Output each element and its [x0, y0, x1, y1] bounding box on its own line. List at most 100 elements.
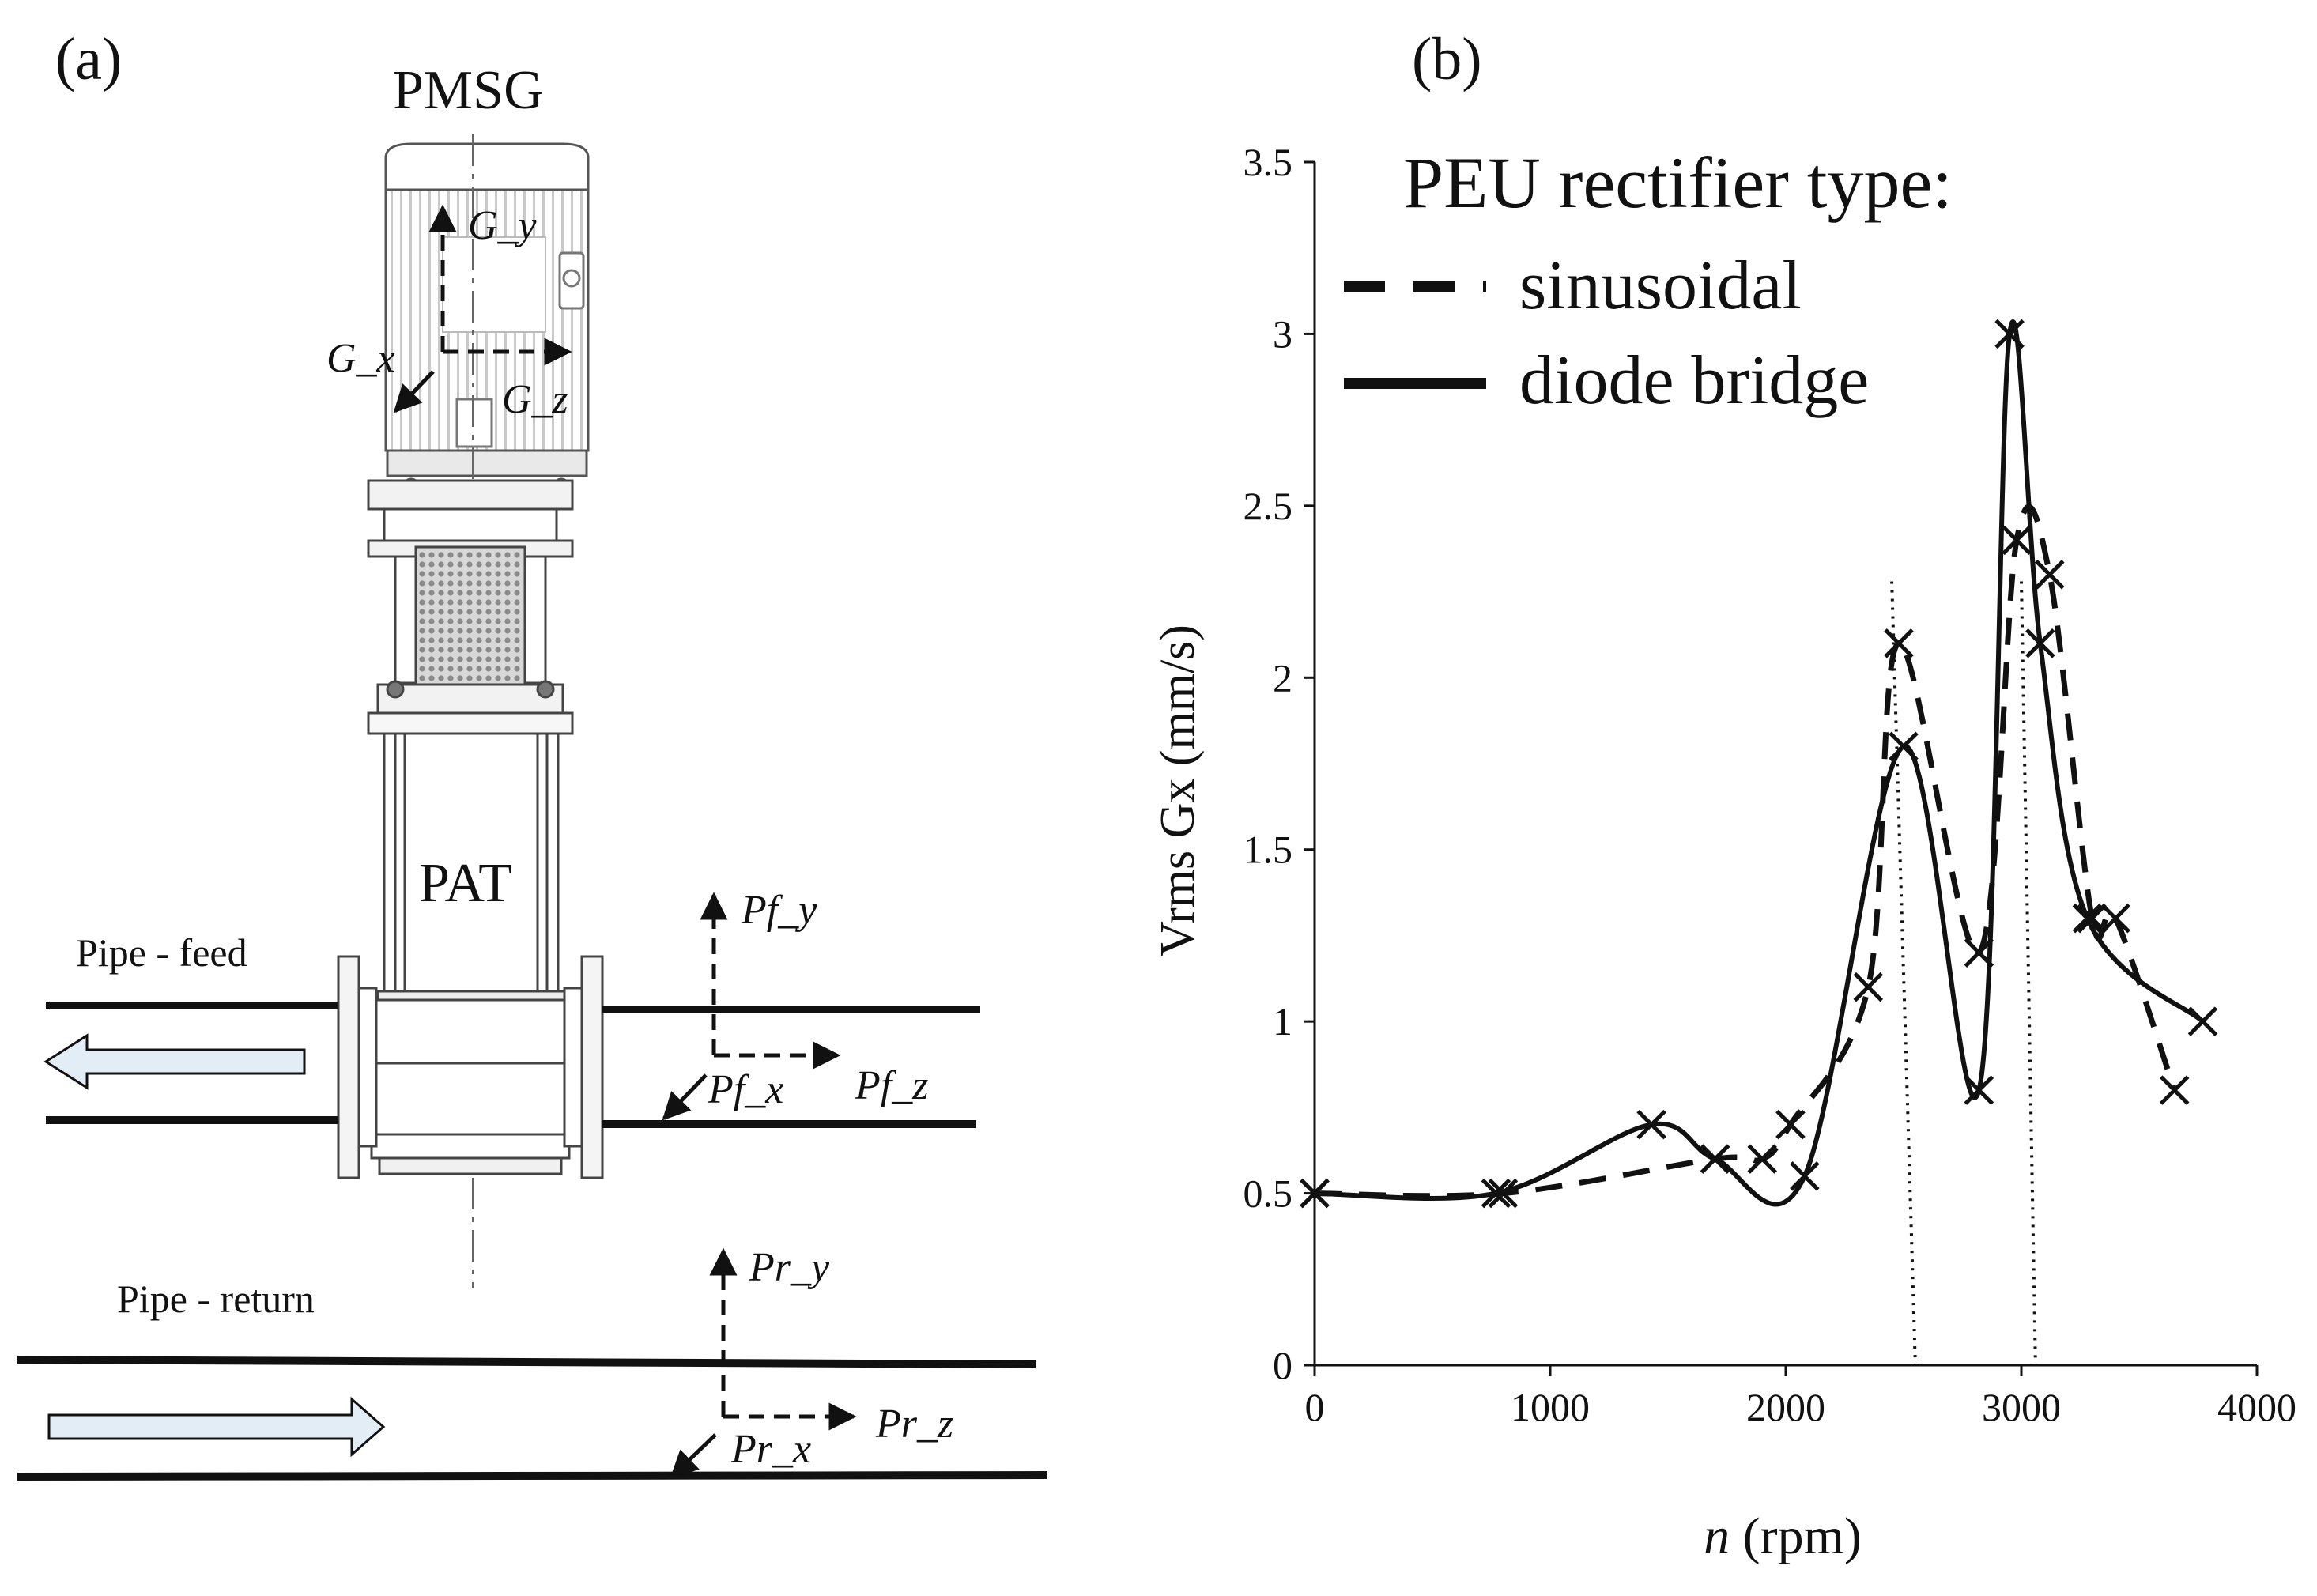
data-point-diode-bridge [1300, 1178, 1330, 1209]
legend: PEU rectifier type: sinusoidal diode bri… [1344, 142, 1953, 419]
data-point-diode-bridge [1790, 1161, 1820, 1191]
y-tick-label: 0 [1273, 1343, 1292, 1387]
y-tick-label: 3.5 [1243, 140, 1293, 184]
x-axis-label-variable: n [1704, 1507, 1730, 1565]
data-point-diode-bridge [2025, 628, 2055, 658]
y-ticks: 0 0.5 1 1.5 2 2.5 3 3.5 [1243, 140, 1315, 1387]
return-pipe-axes [670, 1247, 857, 1479]
y-tick-label: 1.5 [1243, 828, 1293, 872]
data-point-diode-bridge [1700, 1144, 1730, 1174]
y-axis-label: Vrms Gx (mm/s) [1151, 624, 1205, 956]
marker-stroke [1994, 319, 2025, 349]
marker-stroke [1747, 1144, 1777, 1174]
data-point-sinusoidal [2034, 560, 2065, 590]
generator-body [384, 142, 590, 495]
coupling-housing [367, 479, 574, 735]
feed-pipe-axes [662, 892, 841, 1121]
x-axis-label-unit: (rpm) [1730, 1507, 1862, 1565]
legend-label-diode-bridge: diode bridge [1519, 342, 1869, 419]
y-tick-label: 2.5 [1243, 484, 1293, 528]
data-point-diode-bridge [1994, 319, 2025, 349]
g-y-label: G_y [468, 203, 538, 248]
pf-x-label: Pf_x [708, 1067, 783, 1112]
reference-line [2020, 581, 2037, 1366]
y-tick-label: 2 [1273, 655, 1292, 700]
marker-stroke [2077, 903, 2108, 934]
marker-stroke [1853, 972, 1884, 1002]
reference-lines [1890, 581, 2037, 1366]
data-point-sinusoidal [1853, 972, 1884, 1002]
panel-b-label: (b) [1412, 26, 1482, 92]
data-point-diode-bridge [2187, 1006, 2218, 1036]
x-tick-label: 0 [1305, 1385, 1325, 1429]
marker-stroke [2025, 628, 2055, 658]
series-line-diode-bridge [1314, 319, 2205, 1207]
pump-as-turbine [376, 732, 566, 1004]
data-point-sinusoidal [2002, 525, 2032, 556]
panel-a: (a) PMSG G_y G_x G_z [17, 26, 1048, 1481]
marker-stroke [1790, 1161, 1820, 1191]
data-point-diode-bridge [1481, 1178, 1511, 1209]
marker-stroke [2002, 525, 2032, 556]
legend-label-sinusoidal: sinusoidal [1519, 247, 1802, 324]
marker-stroke [2159, 1075, 2190, 1105]
data-point-diode-bridge [1964, 1075, 1994, 1105]
data-point-sinusoidal [2159, 1075, 2190, 1105]
feed-flow-arrow [43, 1033, 306, 1090]
pipe-return-label: Pipe - return [117, 1277, 315, 1321]
legend-title: PEU rectifier type: [1403, 142, 1953, 223]
generator-label: PMSG [393, 60, 544, 121]
x-tick-label: 1000 [1511, 1385, 1590, 1429]
pr-x-arrow [670, 1433, 717, 1479]
pf-x-arrow [662, 1073, 708, 1121]
data-point-diode-bridge [2072, 903, 2103, 934]
marker-stroke [1889, 731, 1919, 762]
data-point-sinusoidal [1884, 628, 1914, 658]
series-layer [1300, 319, 2218, 1209]
data-point-sinusoidal [1747, 1144, 1777, 1174]
pr-y-label: Pr_y [749, 1245, 830, 1290]
data-point-diode-bridge [1636, 1109, 1666, 1140]
marker-stroke [1700, 1144, 1730, 1174]
x-tick-label: 3000 [1982, 1385, 2061, 1429]
marker-stroke [2187, 1006, 2218, 1036]
feed-pipe [46, 1002, 980, 1128]
marker-stroke [1481, 1178, 1511, 1209]
y-tick-label: 1 [1273, 999, 1292, 1043]
pr-x-label: Pr_x [730, 1427, 811, 1472]
y-tick-label: 3 [1273, 311, 1292, 356]
reference-line [1890, 581, 1917, 1366]
pat-label: PAT [419, 853, 512, 914]
marker-stroke [1884, 628, 1914, 658]
x-tick-label: 4000 [2217, 1385, 2296, 1429]
panel-a-label: (a) [55, 26, 122, 92]
pipe-feed-label: Pipe - feed [76, 930, 247, 975]
g-x-arrow [393, 370, 435, 413]
generator-axes [393, 204, 572, 413]
pf-z-label: Pf_z [855, 1063, 928, 1108]
y-tick-label: 0.5 [1243, 1172, 1293, 1216]
data-point-diode-bridge [1889, 731, 1919, 762]
x-tick-label: 2000 [1746, 1385, 1825, 1429]
marker-stroke [2100, 903, 2130, 934]
return-pipe [17, 1356, 1048, 1481]
series-line-sinusoidal [1314, 504, 2178, 1199]
pr-z-label: Pr_z [875, 1402, 953, 1447]
turbine-casing [337, 955, 604, 1179]
g-z-label: G_z [502, 377, 568, 422]
x-ticks: 0 1000 2000 3000 4000 [1305, 1365, 2296, 1429]
x-axis-label: n (rpm) [1704, 1507, 1862, 1565]
marker-stroke [2072, 903, 2103, 934]
data-point-sinusoidal [2100, 903, 2130, 934]
marker-stroke [1775, 1109, 1806, 1140]
marker-stroke [2034, 560, 2065, 590]
return-flow-arrow [47, 1396, 386, 1458]
panel-b: (b) 0 0.5 1 1.5 2 2.5 3 3.5 0 1000 2000 3000 4000 V… [1151, 26, 2296, 1565]
marker-stroke [1964, 1075, 1994, 1105]
pf-y-label: Pf_y [741, 888, 817, 933]
g-x-label: G_x [326, 336, 395, 381]
data-point-sinusoidal [1775, 1109, 1806, 1140]
marker-stroke [1636, 1109, 1666, 1140]
marker-stroke [1300, 1178, 1330, 1209]
